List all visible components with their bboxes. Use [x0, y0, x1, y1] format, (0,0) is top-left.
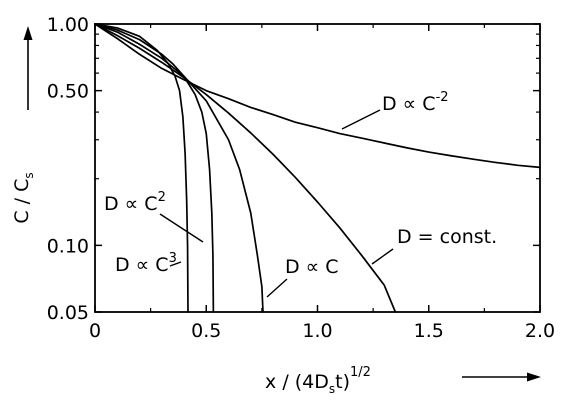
curve-d-c-minus-2 [94, 23, 541, 169]
curve-label-main: D ∝ C [104, 193, 158, 215]
curve-label: D ∝ C2 [104, 190, 166, 215]
curve-label-main: D ∝ C [115, 254, 169, 276]
curve-label-sup: 2 [158, 190, 166, 205]
y-tick-label: 0.05 [47, 302, 89, 324]
curve-d-c-3 [94, 23, 189, 313]
y-tick-label: 0.50 [47, 81, 89, 103]
curve-label-leader [341, 109, 381, 130]
curve-label-main: D = const. [397, 226, 497, 248]
axis-ticks [94, 23, 541, 313]
curve-label: D ∝ C-2 [382, 90, 449, 115]
y-axis-label-sub: s [22, 172, 36, 178]
curve-label-sup: -2 [436, 90, 449, 105]
curves [94, 23, 541, 313]
curve-labels: D ∝ C-2D = const.D ∝ CD ∝ C2D ∝ C3 [104, 90, 497, 298]
x-axis-label-post: t) [335, 371, 350, 393]
y-axis-label: C / Cs [11, 172, 36, 223]
y-tick-label: 1.00 [47, 14, 89, 36]
y-tick-label: 0.10 [47, 235, 89, 257]
up-arrow-icon [23, 26, 33, 110]
x-tick-label: 0 [89, 320, 101, 342]
curve-d-c [94, 23, 264, 313]
curve-d-c-2 [94, 23, 215, 313]
x-axis-label: x / (4Dst)1/2 [265, 365, 371, 396]
curve-d-const [94, 23, 397, 313]
curve-label: D ∝ C3 [115, 251, 177, 276]
y-axis-label-main: C / C [11, 179, 33, 224]
curve-label: D = const. [397, 226, 497, 248]
curve-label-leader [266, 278, 288, 298]
x-axis-label-sup: 1/2 [350, 365, 371, 380]
curve-label-leader [159, 213, 204, 243]
curve-label-leader [371, 248, 394, 265]
x-tick-label: 1.0 [302, 320, 332, 342]
x-axis-label-pre: x / (4D [265, 371, 329, 393]
x-tick-label: 0.5 [191, 320, 221, 342]
x-tick-label: 2.0 [525, 320, 555, 342]
x-tick-label: 1.5 [414, 320, 444, 342]
tick-labels: 0 0.5 1.0 1.5 2.0 1.00 0.50 0.10 0.05 [47, 14, 555, 342]
right-arrow-icon [462, 372, 541, 382]
x-axis-label-sub: s [329, 382, 335, 396]
curve-label-main: D ∝ C [285, 256, 339, 278]
curve-label-main: D ∝ C [382, 93, 436, 115]
curve-label-leader [169, 261, 182, 267]
curve-label: D ∝ C [285, 256, 339, 278]
curve-label-sup: 3 [169, 251, 177, 266]
